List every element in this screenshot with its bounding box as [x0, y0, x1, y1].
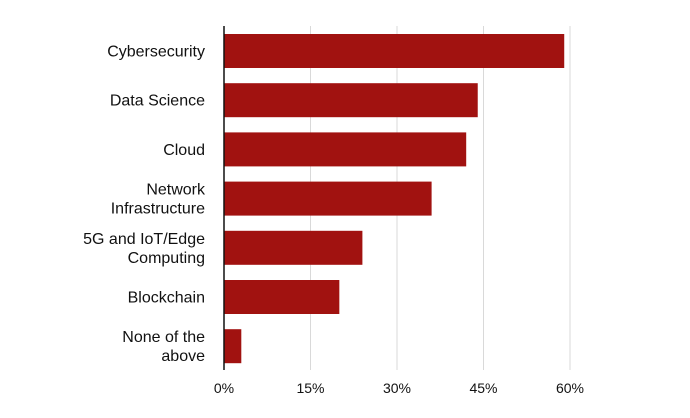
category-label-4: 5G and IoT/Edge Computing: [83, 231, 205, 267]
category-label-line: 5G and IoT/Edge: [83, 231, 205, 248]
bars: [224, 34, 565, 364]
bar-3: [224, 181, 432, 216]
bar-4: [224, 230, 363, 265]
category-label-line: Cloud: [163, 142, 205, 159]
category-labels: Cybersecurity Data Science Cloud Network Inf…: [83, 44, 206, 366]
x-tick-label-0: 0%: [214, 380, 234, 396]
category-label-0: Cybersecurity: [107, 44, 205, 61]
x-tick-label-45: 45%: [469, 380, 497, 396]
category-label-1: Data Science: [110, 93, 205, 110]
bar-2: [224, 132, 467, 167]
bar-5: [224, 280, 340, 314]
bar-6: [224, 329, 242, 364]
category-label-line: Computing: [128, 250, 205, 267]
x-tick-label-15: 15%: [296, 380, 324, 396]
bar-0: [224, 34, 565, 68]
bar-1: [224, 83, 478, 118]
category-label-5: Blockchain: [128, 290, 205, 307]
category-label-line: Cybersecurity: [107, 44, 205, 61]
category-label-line: Infrastructure: [111, 201, 205, 218]
x-tick-label-30: 30%: [383, 380, 411, 396]
category-label-line: Blockchain: [128, 290, 205, 307]
category-label-line: Network: [146, 182, 206, 199]
x-tick-labels: 0% 15% 30% 45% 60%: [214, 380, 584, 396]
category-label-line: Data Science: [110, 93, 205, 110]
category-label-line: None of the: [122, 329, 205, 346]
category-label-3: Network Infrastructure: [111, 182, 206, 218]
category-label-2: Cloud: [163, 142, 205, 159]
category-label-6: None of the above: [122, 329, 205, 365]
category-label-line: above: [161, 348, 205, 365]
x-tick-label-60: 60%: [556, 380, 584, 396]
